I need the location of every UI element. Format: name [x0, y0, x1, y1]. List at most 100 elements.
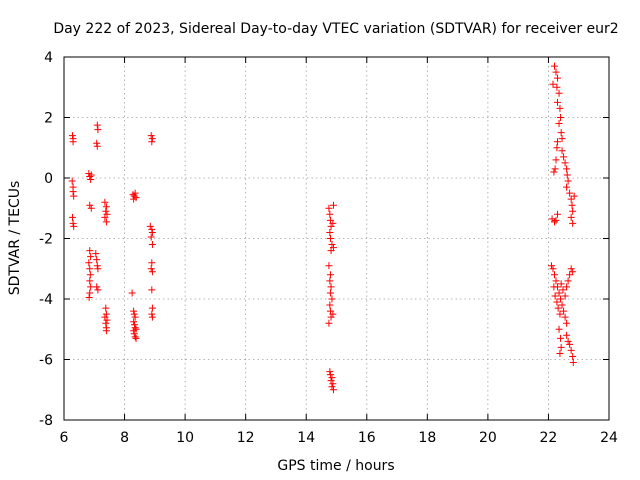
- data-point: [325, 319, 333, 327]
- data-point: [551, 165, 559, 173]
- data-point: [564, 177, 572, 185]
- data-point: [325, 262, 333, 270]
- data-point: [94, 265, 102, 273]
- data-point: [328, 374, 336, 382]
- data-point: [131, 189, 139, 197]
- data-point: [558, 301, 566, 309]
- data-point: [148, 313, 156, 321]
- data-point: [326, 301, 334, 309]
- data-point: [556, 349, 564, 357]
- data-point: [102, 207, 110, 215]
- data-point: [87, 283, 95, 291]
- data-point: [554, 98, 562, 106]
- data-point: [569, 359, 577, 367]
- data-point: [551, 292, 559, 300]
- data-point: [70, 222, 78, 230]
- data-point: [326, 277, 334, 285]
- data-point: [130, 192, 138, 200]
- data-point: [131, 321, 139, 329]
- data-point: [130, 330, 138, 338]
- data-point: [329, 386, 337, 394]
- data-point: [549, 265, 557, 273]
- data-point: [564, 337, 572, 345]
- data-point: [566, 271, 574, 279]
- data-point: [552, 216, 560, 224]
- data-point: [102, 218, 110, 226]
- data-point: [68, 213, 76, 221]
- x-axis-label: GPS time / hours: [277, 458, 394, 474]
- data-point: [128, 289, 136, 297]
- data-point: [131, 333, 139, 341]
- data-point: [328, 383, 336, 391]
- data-point: [554, 138, 562, 146]
- data-point: [550, 283, 558, 291]
- data-point: [93, 256, 101, 264]
- data-point: [130, 195, 138, 203]
- data-point: [93, 142, 101, 150]
- x-tick-label: 18: [418, 430, 436, 446]
- y-tick-label: 4: [44, 50, 53, 66]
- data-point: [326, 271, 334, 279]
- data-point: [326, 289, 334, 297]
- data-point: [327, 283, 335, 291]
- data-point: [85, 293, 93, 301]
- data-point: [561, 159, 569, 167]
- data-point: [92, 250, 100, 258]
- data-point: [86, 201, 94, 209]
- data-point: [86, 265, 94, 273]
- data-point: [329, 219, 337, 227]
- data-point: [69, 219, 77, 227]
- x-tick-label: 12: [237, 430, 255, 446]
- data-point: [327, 377, 335, 385]
- data-point: [552, 277, 560, 285]
- data-point: [569, 219, 577, 227]
- data-point: [130, 307, 138, 315]
- data-point: [93, 283, 101, 291]
- data-point: [558, 147, 566, 155]
- data-point: [86, 271, 94, 279]
- data-point: [567, 346, 575, 354]
- data-point: [147, 233, 155, 241]
- data-point: [563, 165, 571, 173]
- data-point: [94, 126, 102, 134]
- data-point: [87, 176, 95, 184]
- data-point: [557, 114, 565, 121]
- data-point: [325, 204, 333, 212]
- data-point: [563, 171, 571, 179]
- data-points: [68, 62, 578, 394]
- data-point: [148, 135, 156, 143]
- data-point: [554, 74, 562, 82]
- y-tick-label: 0: [44, 171, 53, 187]
- data-point: [102, 327, 110, 335]
- data-point: [148, 228, 156, 236]
- data-point: [570, 192, 578, 200]
- data-point: [557, 295, 565, 303]
- x-tick-label: 14: [297, 430, 315, 446]
- data-point: [86, 247, 94, 255]
- data-point: [557, 129, 565, 137]
- data-point: [93, 139, 101, 147]
- x-tick-label: 6: [60, 430, 69, 446]
- data-point: [86, 172, 94, 180]
- data-point: [563, 283, 571, 291]
- data-point: [555, 289, 563, 297]
- data-point: [326, 235, 334, 242]
- data-point: [553, 298, 561, 306]
- data-point: [102, 203, 110, 211]
- data-point: [553, 144, 561, 152]
- y-tick-label: -8: [39, 413, 53, 429]
- data-point: [553, 83, 561, 91]
- data-point: [102, 310, 110, 318]
- grid-lines: [64, 57, 609, 420]
- data-point: [547, 262, 555, 270]
- chart-title: Day 222 of 2023, Sidereal Day-to-day VTE…: [53, 21, 618, 37]
- data-point: [569, 352, 577, 360]
- data-point: [567, 265, 575, 273]
- data-point: [329, 310, 337, 318]
- data-point: [559, 286, 567, 294]
- data-point: [557, 343, 565, 351]
- data-point: [555, 89, 563, 97]
- data-point: [555, 120, 563, 128]
